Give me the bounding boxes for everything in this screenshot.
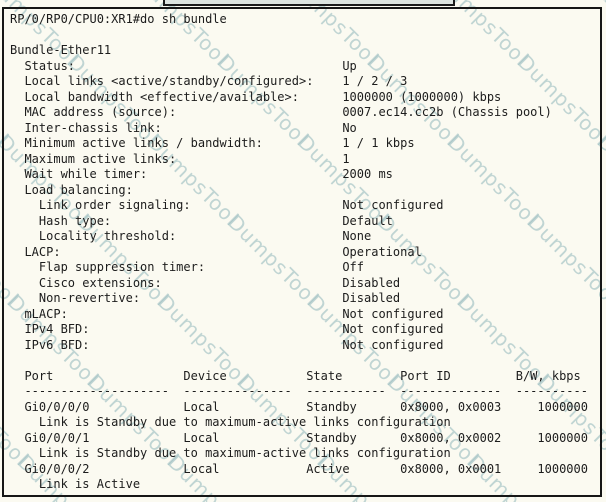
table-row-note: Link is Standby due to maximum-active li… bbox=[10, 446, 451, 460]
field-line: IPv6 BFD: Not configured bbox=[10, 337, 444, 352]
table-row: Gi0/0/0/0 Local Standby 0x8000, 0x0003 1… bbox=[10, 399, 588, 414]
command-line: RP/0/RP0/CPU0:XR1#do sh bundle bbox=[10, 12, 227, 26]
field-line: Local bandwidth <effective/available>: 1… bbox=[10, 89, 502, 104]
field-line: Load balancing: bbox=[10, 182, 343, 197]
field-line: Cisco extensions: Disabled bbox=[10, 275, 401, 290]
field-line: Link order signaling: Not configured bbox=[10, 198, 444, 212]
field-line: Minimum active links / bandwidth: 1 / 1 … bbox=[10, 136, 415, 150]
field-line: Maximum active links: 1 bbox=[10, 151, 350, 166]
table-row: Gi0/0/0/1 Local Standby 0x8000, 0x0002 1… bbox=[10, 430, 588, 445]
field-line: Non-revertive: Disabled bbox=[10, 291, 401, 305]
field-line: Inter-chassis link: No bbox=[10, 120, 357, 135]
field-line: Flap suppression timer: Off bbox=[10, 260, 365, 274]
field-line: Local links <active/standby/configured>:… bbox=[10, 74, 408, 88]
table-row-note: Link is Active bbox=[10, 477, 141, 491]
field-line: MAC address (source): 0007.ec14.cc2b (Ch… bbox=[10, 105, 552, 119]
field-line: Locality threshold: None bbox=[10, 229, 372, 243]
table-row-note: Link is Standby due to maximum-active li… bbox=[10, 415, 451, 429]
table-header: Port Device State Port ID B/W, kbps bbox=[10, 368, 581, 383]
bundle-name: Bundle-Ether11 bbox=[10, 43, 112, 57]
field-line: IPv4 BFD: Not configured bbox=[10, 322, 444, 336]
blank-line bbox=[10, 28, 600, 44]
table-row: Gi0/0/0/2 Local Active 0x8000, 0x0001 10… bbox=[10, 461, 588, 476]
table-separator: -------------------- --------------- ---… bbox=[10, 384, 588, 398]
partial-window-edge bbox=[163, 0, 455, 6]
blank-line bbox=[10, 353, 600, 369]
field-line: Wait while timer: 2000 ms bbox=[10, 167, 393, 181]
field-line: Status: Up bbox=[10, 58, 357, 73]
terminal-panel[interactable]: RP/0/RP0/CPU0:XR1#do sh bundle Bundle-Et… bbox=[2, 7, 602, 497]
field-line: mLACP: Not configured bbox=[10, 306, 444, 321]
field-line: Hash type: Default bbox=[10, 213, 393, 228]
field-line: LACP: Operational bbox=[10, 244, 422, 259]
terminal-body: Status: Up Local links <active/standby/c… bbox=[10, 59, 600, 493]
